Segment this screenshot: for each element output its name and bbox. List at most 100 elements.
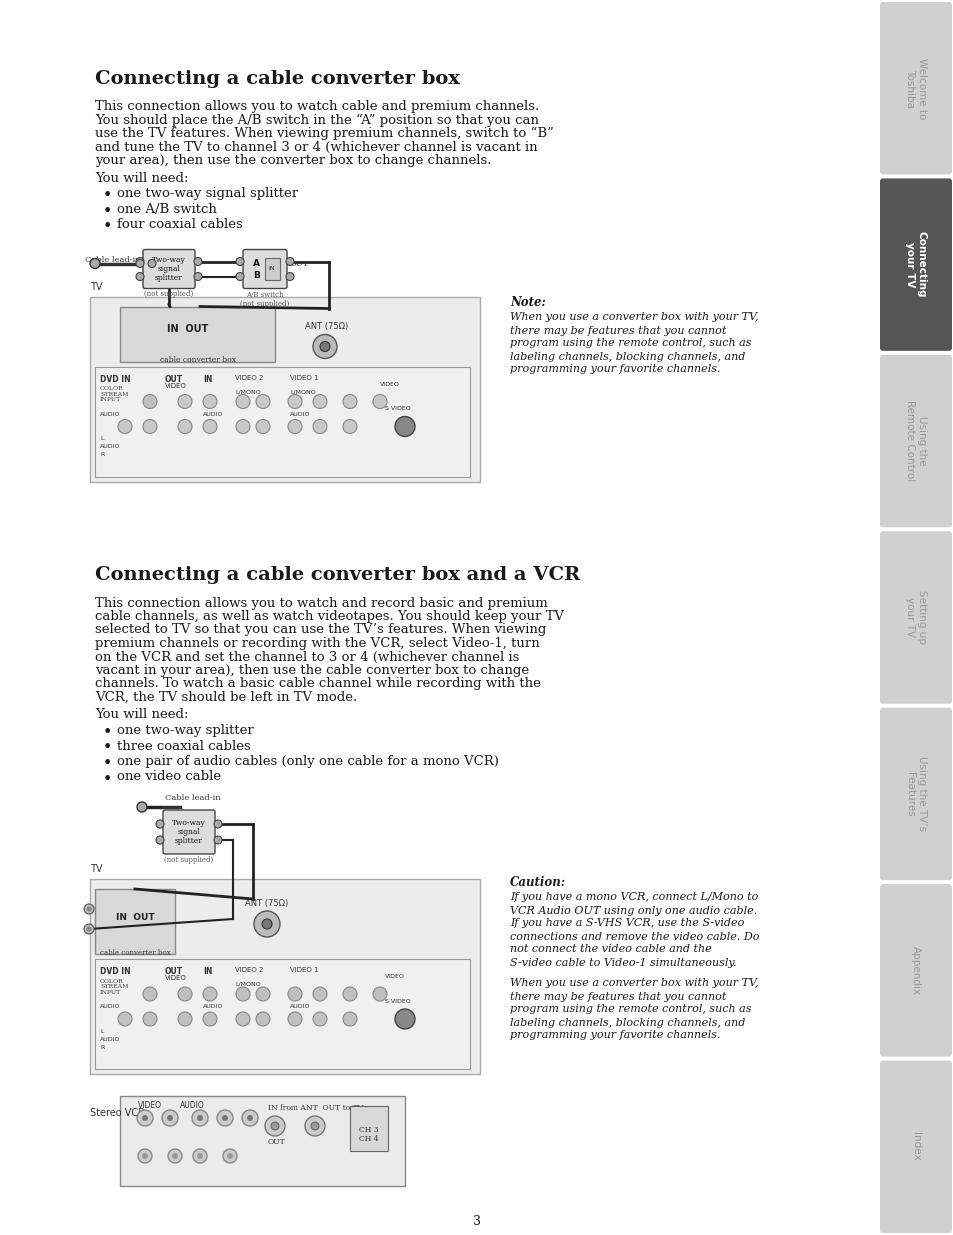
Text: IN from ANT  OUT to TV: IN from ANT OUT to TV [268, 1104, 363, 1112]
Text: Two-way
signal
splitter: Two-way signal splitter [172, 819, 206, 845]
Circle shape [313, 420, 327, 433]
Circle shape [143, 987, 157, 1002]
FancyBboxPatch shape [143, 249, 194, 289]
Text: OUT: OUT [165, 374, 183, 384]
Text: ANT (75Ω): ANT (75Ω) [305, 321, 348, 331]
Circle shape [156, 836, 164, 844]
Text: there may be features that you cannot: there may be features that you cannot [510, 326, 725, 336]
Text: VIDEO: VIDEO [165, 974, 187, 981]
Text: When you use a converter box with your TV,: When you use a converter box with your T… [510, 312, 758, 322]
Text: •: • [103, 755, 112, 772]
Circle shape [148, 259, 156, 268]
Text: TV: TV [90, 282, 102, 291]
Text: IN: IN [203, 967, 213, 976]
Text: IN: IN [269, 266, 275, 270]
Text: VIDEO 2: VIDEO 2 [234, 374, 263, 380]
Circle shape [118, 1011, 132, 1026]
Text: TV: TV [90, 864, 102, 874]
Text: cable converter box: cable converter box [159, 357, 235, 364]
Text: AUDIO: AUDIO [100, 1037, 120, 1042]
Text: ANT (75Ω): ANT (75Ω) [245, 899, 288, 908]
Circle shape [136, 258, 144, 266]
Text: and tune the TV to channel 3 or 4 (whichever channel is vacant in: and tune the TV to channel 3 or 4 (which… [95, 141, 537, 153]
Circle shape [311, 1123, 318, 1130]
Circle shape [142, 1115, 148, 1121]
Text: You will need:: You will need: [95, 172, 189, 184]
Circle shape [178, 1011, 192, 1026]
Circle shape [193, 1149, 207, 1163]
Circle shape [178, 987, 192, 1002]
Text: 3: 3 [473, 1215, 480, 1228]
Circle shape [242, 1110, 257, 1126]
Circle shape [196, 1115, 203, 1121]
Circle shape [235, 394, 250, 409]
Text: This connection allows you to watch cable and premium channels.: This connection allows you to watch cabl… [95, 100, 538, 112]
Text: DVD IN: DVD IN [100, 374, 131, 384]
Circle shape [137, 802, 147, 811]
Bar [350, 1107, 388, 1151]
Text: your area), then use the converter box to change channels.: your area), then use the converter box t… [95, 154, 491, 167]
Circle shape [286, 273, 294, 280]
Text: OUT: OUT [165, 967, 183, 976]
Circle shape [255, 394, 270, 409]
Circle shape [178, 420, 192, 433]
Circle shape [253, 911, 280, 937]
Text: (not supplied): (not supplied) [164, 856, 213, 864]
Circle shape [343, 987, 356, 1002]
Text: OUT: OUT [290, 259, 309, 268]
Circle shape [235, 1011, 250, 1026]
Bar [95, 889, 174, 953]
Text: cable channels, as well as watch videotapes. You should keep your TV: cable channels, as well as watch videota… [95, 610, 563, 622]
Text: cable converter box: cable converter box [99, 948, 171, 957]
Circle shape [288, 394, 302, 409]
Circle shape [313, 394, 327, 409]
Circle shape [213, 836, 222, 844]
Circle shape [255, 420, 270, 433]
Circle shape [138, 1149, 152, 1163]
Circle shape [196, 1153, 203, 1158]
Circle shape [288, 420, 302, 433]
Text: Using the
Remote Control: Using the Remote Control [904, 400, 925, 482]
Text: labeling channels, blocking channels, and: labeling channels, blocking channels, an… [510, 352, 744, 362]
Circle shape [222, 1115, 228, 1121]
Text: one A/B switch: one A/B switch [117, 203, 216, 215]
Text: AUDIO: AUDIO [203, 1004, 223, 1009]
Text: L/MONO: L/MONO [290, 389, 315, 394]
Circle shape [162, 1110, 178, 1126]
Bar [95, 960, 470, 1070]
Circle shape [193, 258, 202, 266]
Text: L: L [100, 436, 103, 441]
Circle shape [395, 416, 415, 436]
Text: S-video cable to Video-1 simultaneously.: S-video cable to Video-1 simultaneously. [510, 957, 736, 967]
Text: Cable lead-in: Cable lead-in [165, 794, 220, 802]
Text: •: • [103, 203, 112, 220]
Text: R: R [100, 1045, 104, 1050]
Text: programming your favorite channels.: programming your favorite channels. [510, 1030, 720, 1041]
Text: on the VCR and set the channel to 3 or 4 (whichever channel is: on the VCR and set the channel to 3 or 4… [95, 651, 518, 663]
Circle shape [87, 926, 91, 931]
Circle shape [235, 420, 250, 433]
Circle shape [313, 335, 336, 358]
Circle shape [203, 1011, 216, 1026]
Circle shape [216, 1110, 233, 1126]
Circle shape [235, 987, 250, 1002]
Text: S VIDEO: S VIDEO [385, 406, 411, 411]
FancyBboxPatch shape [879, 1061, 951, 1233]
Text: connections and remove the video cable. Do: connections and remove the video cable. … [510, 931, 759, 941]
Circle shape [235, 273, 244, 280]
Text: Index: Index [910, 1132, 920, 1161]
Text: Using the TV’s
Features: Using the TV’s Features [904, 756, 925, 831]
Circle shape [247, 1115, 253, 1121]
Text: A/B switch
(not supplied): A/B switch (not supplied) [240, 290, 290, 308]
Text: COLOR
STREAM
INPUT: COLOR STREAM INPUT [100, 979, 129, 995]
Text: S VIDEO: S VIDEO [385, 999, 411, 1004]
Text: Connecting a cable converter box: Connecting a cable converter box [95, 70, 459, 88]
Circle shape [178, 394, 192, 409]
Text: VIDEO 2: VIDEO 2 [234, 967, 263, 973]
Circle shape [305, 1116, 325, 1136]
Circle shape [203, 420, 216, 433]
Text: You should place the A/B switch in the “A” position so that you can: You should place the A/B switch in the “… [95, 114, 538, 127]
Circle shape [265, 1116, 285, 1136]
Circle shape [213, 820, 222, 827]
Circle shape [255, 987, 270, 1002]
